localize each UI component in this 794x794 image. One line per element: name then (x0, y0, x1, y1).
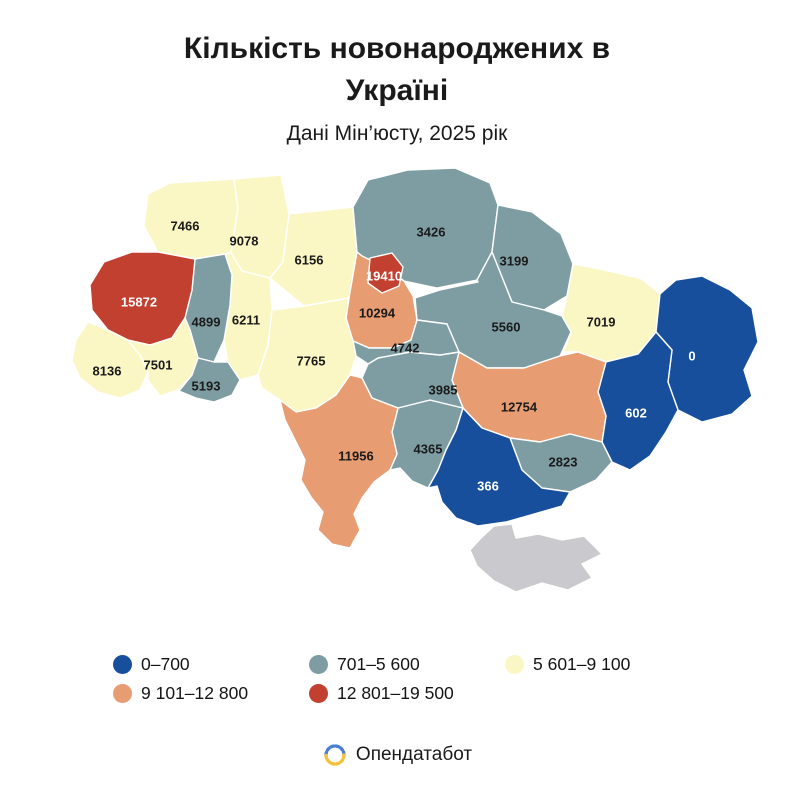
region-value-ternopil: 4899 (192, 315, 221, 330)
legend-swatch-blue (113, 655, 132, 674)
region-value-chernivtsi: 5193 (192, 379, 221, 394)
legend-swatch-yellow (505, 655, 524, 674)
legend-item-9101-12800: 9 101–12 800 (113, 683, 309, 704)
region-value-ivano_frankivsk: 7501 (144, 358, 173, 373)
legend-item-5601-9100: 5 601–9 100 (505, 654, 701, 675)
region-value-vinnytsia: 7765 (297, 354, 326, 369)
legend-swatch-orange (113, 684, 132, 703)
region-cherkasy (352, 319, 460, 365)
legend-label: 9 101–12 800 (141, 683, 249, 703)
region-value-lviv: 15872 (121, 295, 157, 310)
region-value-cherkasy: 4742 (391, 341, 420, 356)
regions-layer: 7466 9078 6156 3426 3199 10294 19410 5560 7019 0 6… (71, 167, 759, 593)
region-value-odesa: 11956 (338, 449, 373, 464)
legend-row-1: 0–700 701–5 600 5 601–9 100 (113, 650, 701, 679)
region-chernivtsi (178, 357, 241, 403)
region-zakarpattia (71, 321, 149, 399)
region-kyiv_city (367, 252, 404, 294)
legend: 0–700 701–5 600 5 601–9 100 9 101–12 800… (113, 650, 701, 708)
region-value-zhytomyr: 6156 (295, 253, 324, 268)
footer: Опендатабот (0, 742, 794, 768)
region-value-kyiv_oblast: 10294 (359, 306, 396, 321)
region-value-chernihiv: 3426 (417, 225, 446, 240)
region-odesa (279, 374, 399, 549)
page-title-line2: Україні (345, 74, 449, 107)
region-value-zaporizhzhia: 2823 (549, 455, 578, 470)
region-value-sumy: 3199 (500, 254, 529, 269)
brand-name: Опендатабот (355, 744, 473, 765)
region-value-kirovohrad: 3985 (429, 383, 458, 398)
opendatabot-logo-icon (322, 742, 348, 768)
region-value-luhansk: 0 (688, 349, 695, 364)
legend-item-701-5600: 701–5 600 (309, 654, 505, 675)
region-value-dnipro: 12754 (501, 400, 538, 415)
region-value-rivne: 9078 (230, 234, 259, 249)
header: Кількість новонароджених в Україні Дані … (0, 28, 794, 146)
legend-swatch-red (309, 684, 328, 703)
region-value-mykolaiv: 4365 (414, 442, 443, 457)
legend-label: 701–5 600 (337, 654, 420, 674)
legend-label: 12 801–19 500 (337, 683, 454, 703)
legend-row-2: 9 101–12 800 12 801–19 500 (113, 679, 701, 708)
region-value-zakarpattia: 8136 (93, 364, 122, 379)
region-value-kharkiv: 7019 (587, 315, 616, 330)
region-value-kherson: 366 (477, 479, 499, 494)
region-value-khmelnytskyi: 6211 (232, 313, 260, 328)
legend-item-0-700: 0–700 (113, 654, 309, 675)
legend-swatch-teal (309, 655, 328, 674)
page-title-line1: Кількість новонароджених в (183, 32, 611, 65)
region-value-kyiv_city: 19410 (366, 269, 402, 284)
legend-item-12801-19500: 12 801–19 500 (309, 683, 505, 704)
legend-label: 0–700 (141, 654, 190, 674)
region-value-volyn: 7466 (171, 219, 200, 234)
legend-label: 5 601–9 100 (533, 654, 631, 674)
region-crimea (469, 523, 603, 593)
page-title: Кількість новонароджених в Україні (0, 28, 794, 112)
page-subtitle: Дані Мін’юсту, 2025 рік (286, 122, 508, 145)
region-rivne (230, 174, 290, 279)
region-value-donetsk: 602 (625, 406, 647, 421)
region-value-poltava: 5560 (492, 320, 521, 335)
